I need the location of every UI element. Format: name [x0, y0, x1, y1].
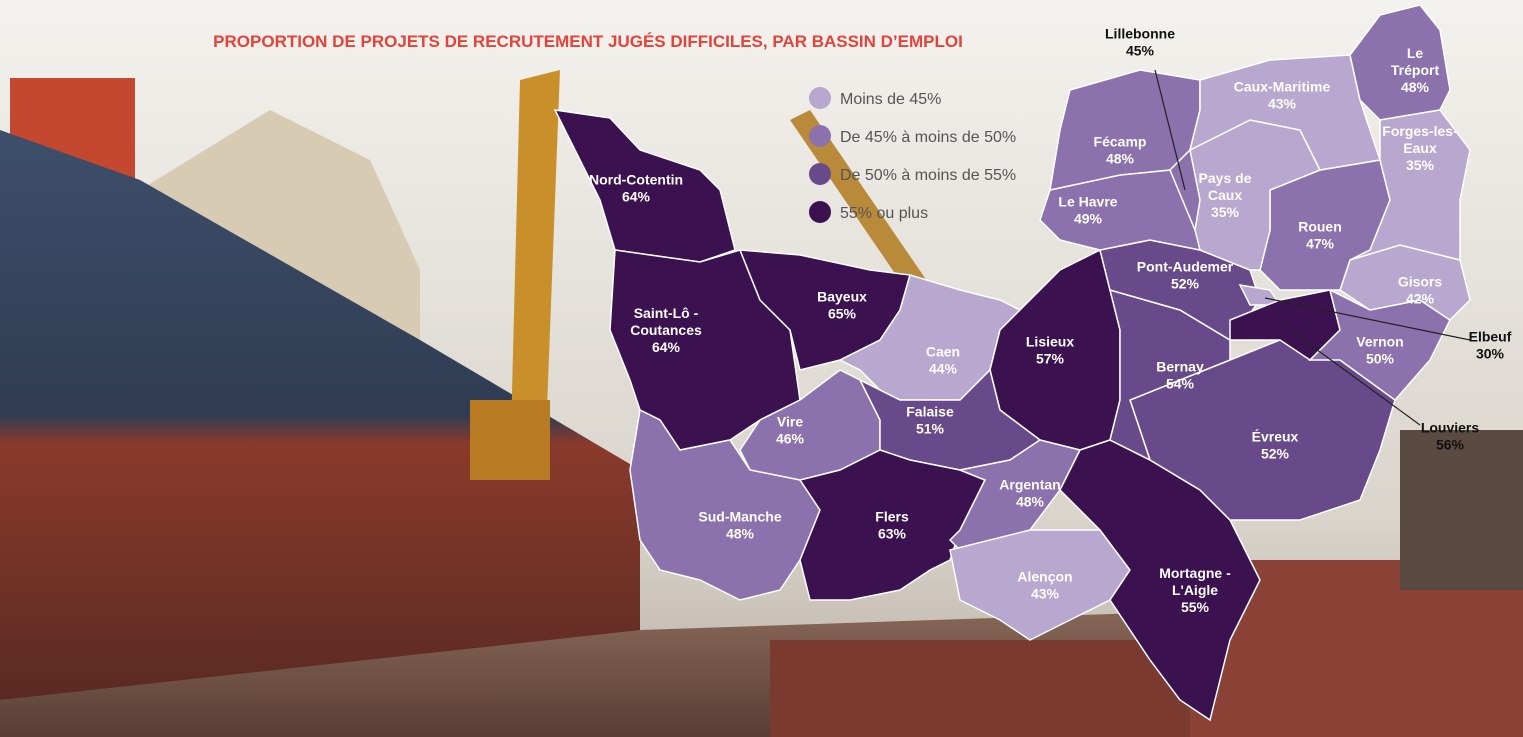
- legend-swatch: [809, 87, 831, 109]
- region-value: 35%: [1211, 204, 1240, 220]
- legend-label: 55% ou plus: [840, 205, 928, 222]
- region-name: Elbeuf: [1469, 329, 1512, 345]
- region-name: Lisieux: [1026, 334, 1074, 350]
- region-name: Coutances: [630, 322, 702, 338]
- region-name: Saint-Lô -: [634, 305, 699, 321]
- region-value: 48%: [1016, 494, 1045, 510]
- title: PROPORTION DE PROJETS DE RECRUTEMENT JUG…: [213, 32, 963, 51]
- region-name: Alençon: [1017, 569, 1072, 585]
- region-name: Bayeux: [817, 289, 867, 305]
- region-value: 50%: [1366, 351, 1395, 367]
- legend-swatch: [809, 201, 831, 223]
- legend-label: De 50% à moins de 55%: [840, 167, 1016, 184]
- region-value: 64%: [622, 189, 651, 205]
- region-value: 65%: [828, 306, 857, 322]
- legend-swatch: [809, 125, 831, 147]
- region-name: Le: [1407, 45, 1424, 61]
- region-name: Évreux: [1252, 429, 1299, 445]
- region-value: 45%: [1126, 43, 1155, 59]
- region-value: 48%: [726, 526, 755, 542]
- region-value: 35%: [1406, 157, 1435, 173]
- region-name: L'Aigle: [1172, 582, 1218, 598]
- region-name: Caen: [926, 344, 960, 360]
- region-name: Forges-les-: [1382, 123, 1458, 139]
- region-value: 56%: [1436, 437, 1465, 453]
- map-infographic: PROPORTION DE PROJETS DE RECRUTEMENT JUG…: [0, 0, 1523, 737]
- region-name: Le Havre: [1058, 194, 1117, 210]
- region-value: 63%: [878, 526, 907, 542]
- region-name: Vernon: [1356, 334, 1403, 350]
- region-name: Pont-Audemer: [1137, 259, 1234, 275]
- legend-label: De 45% à moins de 50%: [840, 129, 1016, 146]
- region-name: Falaise: [906, 404, 954, 420]
- region-name: Fécamp: [1094, 134, 1147, 150]
- region-value: 30%: [1476, 346, 1505, 362]
- region-name: Caux: [1208, 187, 1242, 203]
- region-value: 43%: [1268, 96, 1297, 112]
- region-value: 49%: [1074, 211, 1103, 227]
- region-value: 55%: [1181, 599, 1210, 615]
- region-name: Sud-Manche: [698, 509, 781, 525]
- region-name: Nord-Cotentin: [589, 172, 683, 188]
- region-value: 44%: [929, 361, 958, 377]
- region-name: Vire: [777, 414, 803, 430]
- region-value: 48%: [1401, 79, 1430, 95]
- legend-swatch: [809, 163, 831, 185]
- legend-label: Moins de 45%: [840, 91, 941, 108]
- region-value: 42%: [1406, 291, 1435, 307]
- region-value: 46%: [776, 431, 805, 447]
- region-value: 64%: [652, 339, 681, 355]
- region-value: 43%: [1031, 586, 1060, 602]
- region-value: 47%: [1306, 236, 1335, 252]
- region-name: Tréport: [1391, 62, 1440, 78]
- region-name: Gisors: [1398, 274, 1443, 290]
- region-name: Pays de: [1199, 170, 1252, 186]
- page: {"title": "PROPORTION DE PROJETS DE RECR…: [0, 0, 1523, 737]
- region-name: Caux-Maritime: [1234, 79, 1331, 95]
- region-name: Bernay: [1156, 359, 1204, 375]
- region-value: 52%: [1261, 446, 1290, 462]
- region-value: 54%: [1166, 376, 1195, 392]
- region-name: Lillebonne: [1105, 26, 1175, 42]
- region-name: Rouen: [1298, 219, 1342, 235]
- region-name: Mortagne -: [1159, 565, 1231, 581]
- region-name: Argentan: [999, 477, 1060, 493]
- region-value: 57%: [1036, 351, 1065, 367]
- region-name: Eaux: [1403, 140, 1437, 156]
- region-value: 51%: [916, 421, 945, 437]
- region-name: Louviers: [1421, 420, 1480, 436]
- region-value: 48%: [1106, 151, 1135, 167]
- region-value: 52%: [1171, 276, 1200, 292]
- region-name: Flers: [875, 509, 909, 525]
